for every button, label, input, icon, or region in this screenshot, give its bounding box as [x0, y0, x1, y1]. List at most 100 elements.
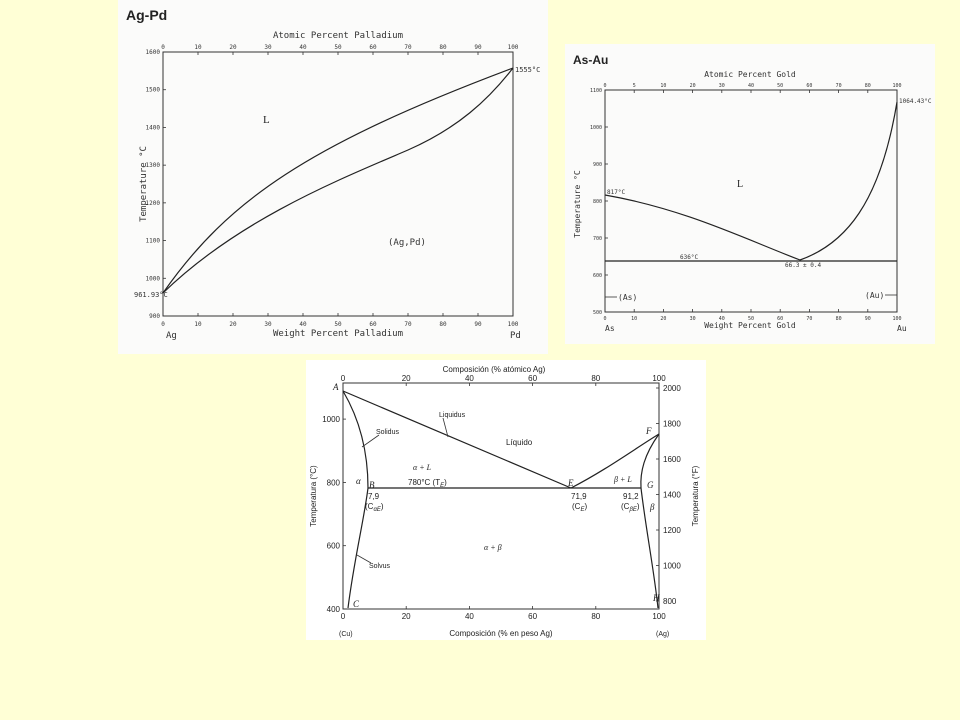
- top-x-tick-label: 5: [633, 83, 636, 89]
- ag-pd-solidus-line: [162, 67, 514, 294]
- y-tick-label: 1300: [146, 162, 161, 169]
- top-x-tick-label: 60: [806, 83, 812, 89]
- ag-pd-axis-ticks: 0 10 20 30 40 50 60 70 80 90 1000 10 20 30 40 50 60 70 80 9…: [146, 44, 519, 328]
- as-au-right-element: Au: [897, 324, 907, 333]
- x-tick-label: 10: [194, 321, 202, 328]
- y-tick-label: 1000: [590, 125, 602, 131]
- top-x-tick-label: 10: [194, 44, 202, 51]
- cu-ag-liquidus-right: [570, 433, 660, 489]
- cu-ag-solvus-pointer: [356, 554, 372, 564]
- x-tick-label: 40: [299, 321, 307, 328]
- ag-pd-label-liquid: L: [263, 114, 270, 126]
- y-tick-label: 800: [593, 199, 602, 205]
- x-tick-label: 0: [341, 612, 346, 621]
- ag-pd-label-solid: (Ag,Pd): [388, 238, 426, 248]
- cu-ag-solidus-right: [640, 433, 660, 489]
- top-x-tick-label: 20: [690, 83, 696, 89]
- x-tick-label: 50: [334, 321, 342, 328]
- cu-ag-point-f: F: [645, 426, 652, 436]
- as-au-svg: As-Au Atomic Percent Gold 0 10 20 30 40 50 60 7…: [573, 53, 932, 333]
- ag-pd-right-melting-point: 1555°C: [515, 66, 540, 74]
- x-tick-label: 30: [690, 316, 696, 322]
- as-au-axis-ticks: 0 10 20 30 40 50 60 70 80 90 1000 5 10 20 30 40 50 60 70 80…: [590, 83, 902, 322]
- as-au-bottom-axis-label: Weight Percent Gold: [704, 321, 796, 330]
- x-tick-label: 100: [508, 321, 519, 328]
- y-tick-label: 700: [593, 236, 602, 242]
- top-x-tick-label: 80: [439, 44, 447, 51]
- top-x-tick-label: 100: [652, 374, 666, 383]
- x-tick-label: 80: [591, 612, 600, 621]
- x-tick-label: 80: [836, 316, 842, 322]
- as-au-label-left-solid: (As): [618, 293, 637, 302]
- y-tick-label: 400: [327, 605, 341, 614]
- x-tick-label: 60: [777, 316, 783, 322]
- cu-ag-top-axis-label: Composición (% atómico Ag): [443, 365, 546, 374]
- x-tick-label: 0: [603, 316, 606, 322]
- y-tick-label: 1100: [146, 238, 161, 245]
- top-x-tick-label: 40: [748, 83, 754, 89]
- x-tick-label: 90: [474, 321, 482, 328]
- y-tick-label: 1500: [146, 87, 161, 94]
- as-au-top-axis-label: Atomic Percent Gold: [704, 70, 796, 79]
- y-right-tick-label: 1000: [663, 562, 681, 571]
- y-right-tick-label: 800: [663, 597, 677, 606]
- cu-ag-solvus-right: [640, 487, 659, 609]
- cu-ag-label-alpha: α: [356, 476, 361, 486]
- cu-ag-label-beta-l: β + L: [613, 475, 632, 484]
- as-au-left-element: As: [605, 324, 615, 333]
- cu-ag-label-liquid: Líquido: [506, 438, 533, 447]
- as-au-left-melting-point: 817°C: [607, 189, 625, 196]
- top-x-tick-label: 90: [474, 44, 482, 51]
- as-au-eutectic-composition: 66.3 ± 0.4: [785, 262, 822, 269]
- cu-ag-label-solidus: Solidus: [376, 429, 399, 436]
- y-tick-label: 1000: [322, 415, 340, 424]
- cu-ag-comp-beta: 91,2: [623, 492, 639, 501]
- cu-ag-point-b: B: [369, 480, 375, 490]
- top-x-tick-label: 80: [591, 374, 600, 383]
- top-x-tick-label: 50: [334, 44, 342, 51]
- top-x-tick-label: 0: [161, 44, 165, 51]
- ag-pd-bottom-axis-label: Weight Percent Palladium: [273, 329, 403, 339]
- cu-ag-left-element: (Cu): [339, 631, 353, 638]
- as-au-title: As-Au: [573, 53, 608, 67]
- cu-ag-solidus-left: [342, 390, 369, 489]
- cu-ag-phase-diagram: Composición (% atómico Ag) 0 0 20 20 40 40 60 6…: [306, 360, 706, 640]
- cu-ag-solidus-pointer: [361, 434, 380, 448]
- y-tick-label: 900: [149, 313, 160, 320]
- y-tick-label: 1200: [146, 200, 161, 207]
- top-x-tick-label: 100: [508, 44, 519, 51]
- y-right-tick-label: 1800: [663, 420, 681, 429]
- y-tick-label: 1100: [590, 88, 602, 94]
- x-tick-label: 100: [652, 612, 666, 621]
- x-tick-label: 40: [719, 316, 725, 322]
- y-tick-label: 1400: [146, 124, 161, 131]
- cu-ag-label-alpha-l: α + L: [413, 463, 432, 472]
- top-x-tick-label: 40: [299, 44, 307, 51]
- top-x-tick-label: 20: [402, 374, 411, 383]
- y-tick-label: 500: [593, 310, 602, 316]
- top-x-tick-label: 70: [836, 83, 842, 89]
- as-au-eutectic-temperature: 636°C: [680, 254, 698, 261]
- y-right-tick-label: 2000: [663, 384, 681, 393]
- x-tick-label: 40: [465, 612, 474, 621]
- cu-ag-eutectic-temperature: 780°C (TE): [408, 478, 447, 489]
- cu-ag-comp-eutectic: 71,9: [571, 492, 587, 501]
- cu-ag-comp-beta-symbol: (CβE): [621, 502, 640, 513]
- as-au-plot-frame: [604, 89, 898, 313]
- y-tick-label: 1600: [146, 49, 161, 56]
- top-x-tick-label: 0: [603, 83, 606, 89]
- top-x-tick-label: 40: [465, 374, 474, 383]
- top-x-tick-label: 30: [719, 83, 725, 89]
- top-x-tick-label: 60: [369, 44, 377, 51]
- x-tick-label: 100: [892, 316, 901, 322]
- cu-ag-y-right-label: Temperatura (°F): [691, 465, 700, 526]
- cu-ag-y-left-label: Temperatura (°C): [309, 465, 318, 527]
- top-x-tick-label: 10: [660, 83, 666, 89]
- ag-pd-right-element: Pd: [510, 331, 521, 341]
- top-x-tick-label: 20: [229, 44, 237, 51]
- cu-ag-comp-alpha-symbol: (CαE): [365, 502, 384, 513]
- ag-pd-plot-frame: [162, 51, 514, 317]
- top-x-tick-label: 30: [264, 44, 272, 51]
- x-tick-label: 80: [439, 321, 447, 328]
- y-right-tick-label: 1600: [663, 455, 681, 464]
